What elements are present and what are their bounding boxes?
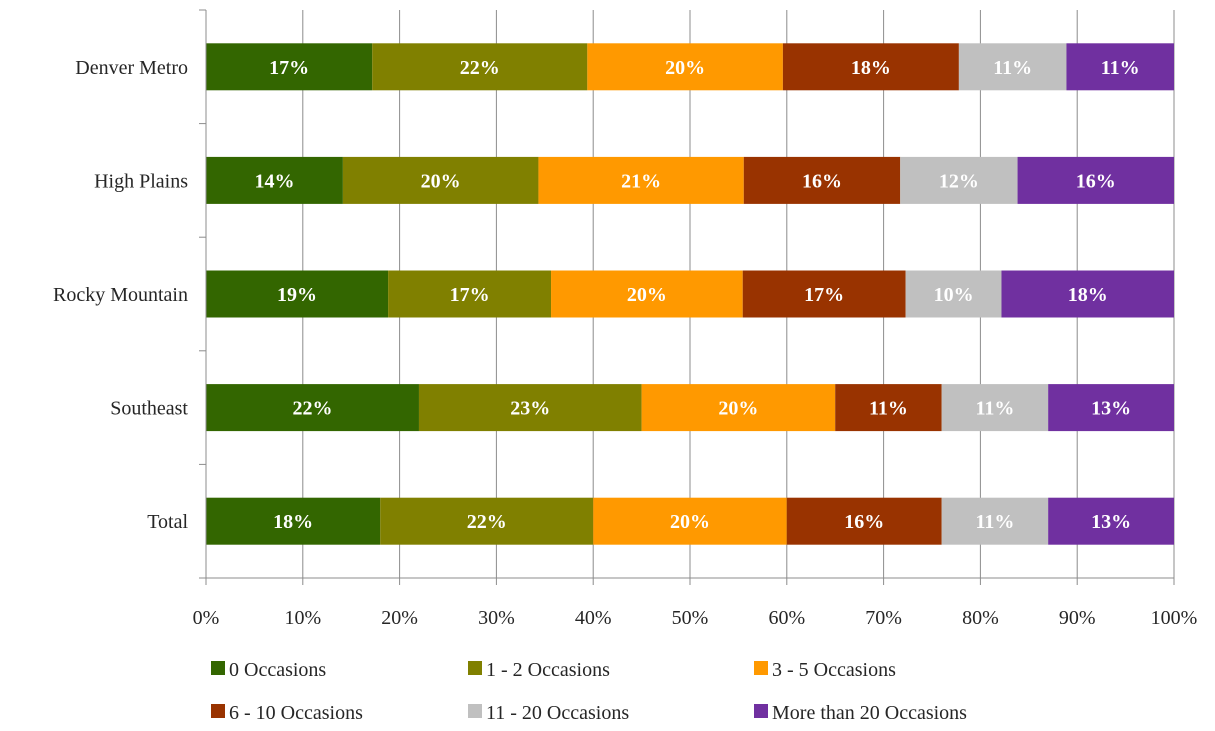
legend-label: 11 - 20 Occasions	[486, 702, 629, 724]
x-tick-label: 90%	[1059, 607, 1096, 629]
bar-segment-0-occasions	[206, 384, 419, 432]
bar-segment-3-5-occasions	[587, 43, 783, 91]
bar-segment-6-10-occasions	[782, 43, 959, 91]
legend-swatch-0-occasions	[211, 661, 225, 675]
legend-label: More than 20 Occasions	[772, 702, 967, 724]
bar-segment-3-5-occasions	[641, 384, 836, 432]
x-tick-label: 20%	[381, 607, 418, 629]
legend-swatch-more-than-20-occasions	[754, 704, 768, 718]
data-label: 11%	[869, 398, 908, 420]
legend: 0 Occasions 1 - 2 Occasions 3 - 5 Occasion…	[211, 659, 967, 724]
data-label: 11%	[993, 57, 1032, 79]
legend-swatch-6-10-occasions	[211, 704, 225, 718]
bar-segment-more-than-20-occasions	[1048, 497, 1174, 545]
category-label: Rocky Mountain	[53, 284, 188, 306]
bar-segment-0-occasions	[206, 156, 343, 204]
category-label: Southeast	[110, 398, 188, 420]
data-label: 21%	[621, 170, 661, 192]
category-label: Denver Metro	[75, 57, 188, 79]
x-tick-label: 70%	[865, 607, 902, 629]
data-label: 16%	[844, 511, 884, 533]
bar-segment-1-2-occasions	[418, 384, 642, 432]
bar-segment-1-2-occasions	[380, 497, 594, 545]
legend-swatch-3-5-occasions	[754, 661, 768, 675]
bar-segment-6-10-occasions	[743, 156, 901, 204]
data-label: 13%	[1091, 511, 1131, 533]
data-label: 18%	[1068, 284, 1108, 306]
data-label: 17%	[450, 284, 490, 306]
legend-label: 3 - 5 Occasions	[772, 659, 896, 681]
bar-segment-11-20-occasions	[958, 43, 1067, 91]
x-tick-label: 10%	[284, 607, 321, 629]
data-label: 18%	[851, 57, 891, 79]
data-label: 22%	[467, 511, 507, 533]
bar-segment-6-10-occasions	[742, 270, 906, 318]
bar-segment-1-2-occasions	[372, 43, 588, 91]
data-label: 20%	[670, 511, 710, 533]
legend-swatch-11-20-occasions	[468, 704, 482, 718]
data-label: 20%	[627, 284, 667, 306]
bar-segment-1-2-occasions	[342, 156, 539, 204]
data-label: 17%	[804, 284, 844, 306]
data-label: 18%	[273, 511, 313, 533]
legend-label: 6 - 10 Occasions	[229, 702, 363, 724]
data-label: 20%	[421, 170, 461, 192]
bar-segment-0-occasions	[206, 270, 389, 318]
data-label: 23%	[510, 398, 550, 420]
data-label: 11%	[1101, 57, 1140, 79]
x-tick-label: 0%	[193, 607, 220, 629]
x-tick-label: 100%	[1151, 607, 1198, 629]
x-tick-label: 40%	[575, 607, 612, 629]
data-label: 22%	[460, 57, 500, 79]
data-label: 13%	[1091, 398, 1131, 420]
bar-segment-11-20-occasions	[941, 384, 1049, 432]
x-tick-label: 80%	[962, 607, 999, 629]
x-tick-label: 30%	[478, 607, 515, 629]
legend-swatch-1-2-occasions	[468, 661, 482, 675]
bar-segment-more-than-20-occasions	[1048, 384, 1174, 432]
data-label: 12%	[939, 170, 979, 192]
category-label: High Plains	[94, 170, 188, 192]
data-label: 16%	[802, 170, 842, 192]
bar-segment-6-10-occasions	[835, 384, 942, 432]
bar-segment-6-10-occasions	[786, 497, 942, 545]
bar-segment-11-20-occasions	[941, 497, 1049, 545]
bar-segment-3-5-occasions	[551, 270, 743, 318]
bar-segment-1-2-occasions	[388, 270, 552, 318]
bar-segment-more-than-20-occasions	[1017, 156, 1174, 204]
data-label: 11%	[975, 511, 1014, 533]
bar-segment-11-20-occasions	[905, 270, 1002, 318]
data-label: 11%	[975, 398, 1014, 420]
bar-segment-11-20-occasions	[900, 156, 1018, 204]
bar-segment-more-than-20-occasions	[1066, 43, 1174, 91]
category-label: Total	[147, 511, 188, 533]
legend-label: 1 - 2 Occasions	[486, 659, 610, 681]
data-label: 14%	[254, 170, 294, 192]
bar-segment-3-5-occasions	[538, 156, 744, 204]
data-label: 17%	[269, 57, 309, 79]
data-label: 20%	[665, 57, 705, 79]
bar-segment-0-occasions	[206, 43, 373, 91]
bar-segment-0-occasions	[206, 497, 381, 545]
data-label: 10%	[934, 284, 974, 306]
data-label: 22%	[292, 398, 332, 420]
x-tick-label: 50%	[672, 607, 709, 629]
bar-segment-more-than-20-occasions	[1001, 270, 1174, 318]
data-label: 20%	[718, 398, 758, 420]
bar-segment-3-5-occasions	[593, 497, 787, 545]
data-label: 19%	[277, 284, 317, 306]
axes: 0% 10% 20% 30% 40% 50% 60% 70% 80% 90% 100% Denver …	[53, 9, 1198, 629]
x-tick-label: 60%	[768, 607, 805, 629]
data-label: 16%	[1076, 170, 1116, 192]
legend-label: 0 Occasions	[229, 659, 326, 681]
bars: 17% 22% 20% 18% 11% 11% 14% 20% 21% 16% 12% 16% 19% 1…	[206, 43, 1174, 545]
